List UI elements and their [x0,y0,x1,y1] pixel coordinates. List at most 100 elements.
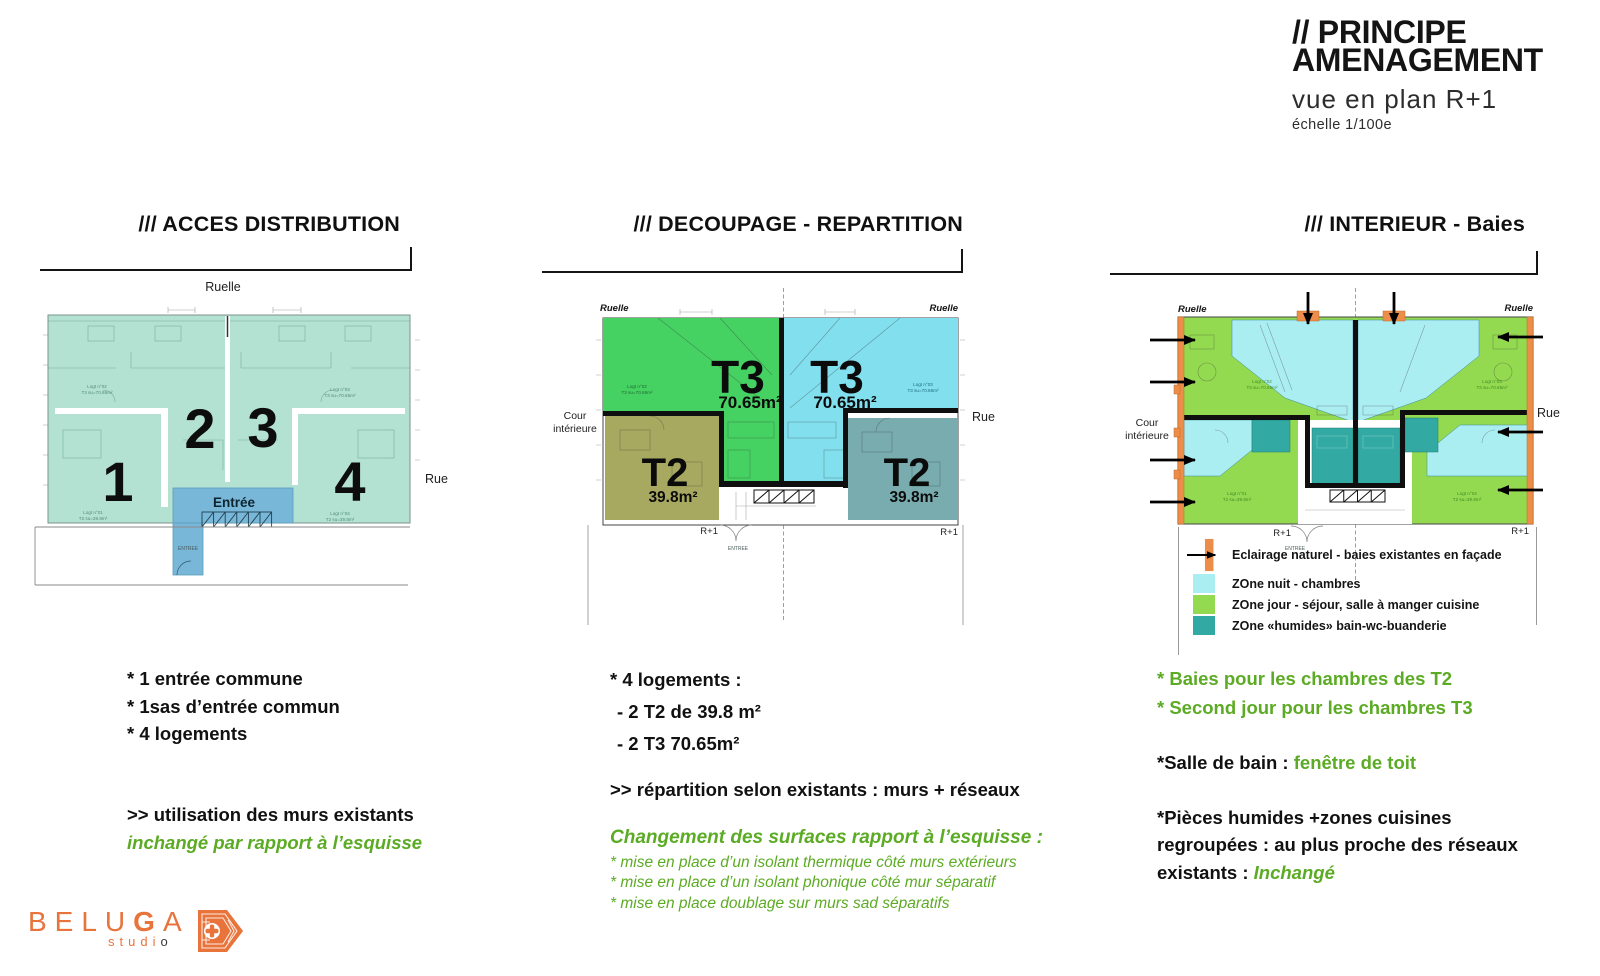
note-green-item: * mise en place d’un isolant phonique cô… [610,874,996,891]
svg-text:70.65m²: 70.65m² [813,393,877,412]
note-bullet: - 2 T2 de 39.8 m² [617,701,761,722]
porch [587,524,964,625]
beluga-studio-logo: BELUGA studio [28,908,268,963]
legend-item-humide: ZOne «humides» bain-wc-buanderie [1185,616,1535,635]
cour-label-1: Cour [1136,417,1159,429]
svg-text:T3: T3 [711,351,765,403]
legend-boundary-right [1536,527,1537,625]
street-lines [34,526,410,586]
floor-plan-interieur: Ruelle Ruelle [1125,288,1560,580]
page-title-line2: AMENAGEMENT [1292,42,1543,78]
svg-text:4: 4 [334,450,365,513]
zone-t3-left [603,318,779,484]
level-label-left: R+1 [1273,528,1291,539]
svg-text:Logt n°01: Logt n°01 [83,510,103,515]
unit-numbers: 1 2 3 4 [102,396,365,513]
cour-label-1: Cour [564,410,587,422]
level-label-right: R+1 [1511,526,1529,537]
dimension-marks [596,309,965,481]
entry-small-label: ENTREE [178,546,199,552]
svg-text:T2 su=39.8m²: T2 su=39.8m² [79,516,108,521]
logo-wordmark: BELUGA [28,906,190,937]
svg-text:3: 3 [247,396,278,459]
svg-text:T3: T3 [810,351,864,403]
svg-text:39.8m²: 39.8m² [648,489,697,506]
level-label-right: R+1 [940,527,958,538]
note-para-line: *Pièces humides +zones cuisines [1157,806,1452,828]
street-label-rue: Rue [972,410,995,424]
page-scale: échelle 1/100e [1292,117,1392,133]
svg-text:Logt n°04: Logt n°04 [330,511,350,516]
page-title-line1: // PRINCIPE [1292,14,1467,50]
svg-text:Logt n°04: Logt n°04 [1457,491,1477,496]
note-conclusion-green: inchangé par rapport à l’esquisse [127,832,423,853]
plan-linework [48,320,410,470]
note-bullet: * 4 logements : [610,669,742,690]
heading-decoupage-repartition: /// DECOUPAGE - REPARTITION [633,212,963,236]
note-bullet: * 1 entrée commune [127,668,303,689]
baies-arrows [1150,292,1543,507]
svg-text:T3 su=70.65m²: T3 su=70.65m² [1476,385,1507,390]
zones-nuit [1183,319,1529,477]
svg-text:T3 su=70.65m²: T3 su=70.65m² [621,390,652,395]
svg-text:Logt n°03: Logt n°03 [330,387,350,392]
legend-item-jour: ZOne jour - séjour, salle à manger cuisi… [1185,595,1535,614]
stairs [1329,489,1386,503]
svg-text:T2 su=39.8m²: T2 su=39.8m² [1223,497,1252,502]
note-green-bullet: * Baies pour les chambres des T2 [1157,668,1453,689]
entry-small-label: ENTREE [1285,546,1306,552]
note-para-green: Inchangé [1253,861,1335,883]
note-conclusion: >> répartition selon existants : murs + … [610,779,1020,800]
note-bullet: * 4 logements [127,723,248,744]
walls [603,318,958,488]
note-green-item: * mise en place doublage sur murs sad sé… [610,894,950,912]
svg-text:Logt n°02: Logt n°02 [627,384,647,389]
swatch-zone-nuit [1193,574,1215,593]
street-label-ruelle-right: Ruelle [929,303,958,314]
stairs [753,489,815,504]
legend-boundary-left [1178,527,1179,655]
notes-acces: * 1 entrée commune * 1sas d’entrée commu… [127,665,422,857]
walls [1178,320,1533,488]
svg-text:Logt n°02: Logt n°02 [87,384,107,389]
svg-text:Logt n°02: Logt n°02 [1252,379,1272,384]
svg-text:T2 su=39.8m²: T2 su=39.8m² [326,517,355,522]
svg-text:T3 su=70.65m²: T3 su=70.65m² [81,390,112,395]
floor-plan-acces: Ruelle [34,280,448,586]
legend: Eclairage naturel - baies existantes en … [1185,538,1535,637]
svg-text:T2: T2 [884,451,931,495]
title-block: // PRINCIPE AMENAGEMENT vue en plan R+1 … [1292,14,1543,133]
zone-labels: T3 70.65m² T3 70.65m² T2 39.8m² T2 39.8m… [642,351,939,506]
note-mixed: *Salle de bain : fenêtre de toit [1157,749,1518,777]
logt-labels: Logt n°02 T3 su=70.65m² Logt n°03 T3 su=… [621,382,938,395]
legend-item-baies: Eclairage naturel - baies existantes en … [1185,538,1535,572]
heading-interieur-baies: /// INTERIEUR - Baies [1304,212,1525,236]
heading-rule-2 [542,249,963,273]
logo-studio-text: studio [108,934,173,949]
entry-small-label: ENTREE [728,546,749,552]
svg-text:T3 su=70.65m²: T3 su=70.65m² [1246,385,1277,390]
swatch-zone-humide [1193,616,1215,635]
street-label-rue: Rue [1537,406,1560,420]
note-para-line: regroupées : au plus proche des réseaux [1157,834,1518,855]
heading-acces-distribution: /// ACCES DISTRIBUTION [138,212,400,236]
svg-text:Logt n°03: Logt n°03 [1482,379,1502,384]
street-label-ruelle-left: Ruelle [1178,304,1207,315]
note-green-title: Changement des surfaces rapport à l’esqu… [610,826,1043,848]
note-conclusion: >> utilisation des murs existants [127,803,414,825]
note-para-line: existants : Inchangé [1157,861,1335,883]
svg-text:70.65m²: 70.65m² [718,393,782,412]
street-label-ruelle-left: Ruelle [600,303,629,314]
note-mixed-black: *Salle de bain : [1157,752,1289,773]
svg-text:T3 su=70.65m²: T3 su=70.65m² [907,388,938,393]
zone-t2-right [848,418,958,520]
note-paragraph: *Pièces humides +zones cuisines regroupé… [1157,804,1518,887]
svg-text:T3 su=70.65m²: T3 su=70.65m² [324,393,355,398]
dimension-marks [43,307,420,486]
level-label-left: R+1 [700,526,718,537]
svg-text:Logt n°01: Logt n°01 [1227,491,1247,496]
entry-label: Entrée [213,495,256,510]
note-green-bullet: * Second jour pour les chambres T3 [1157,697,1473,718]
baie-arrow-icon [1187,538,1217,572]
